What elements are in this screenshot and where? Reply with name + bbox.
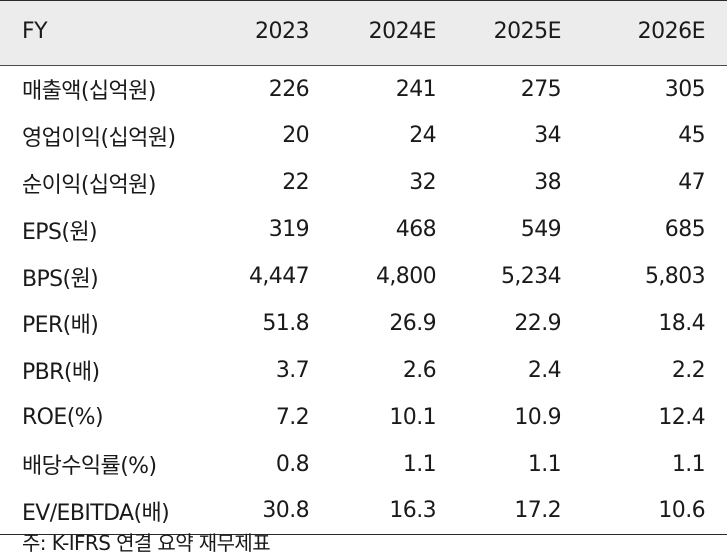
cell-value: 10.1 xyxy=(389,404,436,430)
cell-value: 45 xyxy=(678,123,705,149)
cell-value: 685 xyxy=(664,217,706,243)
cell-value: 2.2 xyxy=(671,357,706,383)
row-label: 영업이익(십억원) xyxy=(22,125,176,151)
cell-value: 468 xyxy=(395,217,437,243)
cell-value: 275 xyxy=(520,76,562,102)
footnote: 주: K-IFRS 연결 요약 재무제표 xyxy=(22,531,271,555)
cell-value: 305 xyxy=(664,76,706,102)
cell-value: 241 xyxy=(395,76,437,102)
row-label: EPS(원) xyxy=(22,219,98,245)
cell-value: 12.4 xyxy=(658,404,705,430)
cell-value: 319 xyxy=(268,217,310,243)
cell-value: 3.7 xyxy=(275,357,310,383)
row-label: EV/EBITDA(배) xyxy=(0,487,225,535)
table-row-operating-profit: 영업이익(십억원) 20 24 34 45 xyxy=(0,112,727,159)
cell-value: 1.1 xyxy=(527,451,562,477)
row-label: 매출액(십억원) xyxy=(22,79,156,105)
table-row-eps: EPS(원) 319 468 549 685 xyxy=(0,206,727,253)
cell-value: 22 xyxy=(282,170,309,196)
header-cell-2025e: 2025E xyxy=(458,0,583,66)
cell-value: 47 xyxy=(678,170,705,196)
cell-value: 51.8 xyxy=(262,310,309,336)
cell-value: 10.6 xyxy=(583,487,727,535)
cell-value: 30.8 xyxy=(225,487,331,535)
cell-value: 24 xyxy=(409,123,436,149)
cell-value: 7.2 xyxy=(275,404,310,430)
table-row-net-income: 순이익(십억원) 22 32 38 47 xyxy=(0,159,727,206)
row-label: 순이익(십억원) xyxy=(22,172,156,198)
table-row-bps: BPS(원) 4,447 4,800 5,234 5,803 xyxy=(0,253,727,300)
cell-value: 5,803 xyxy=(645,264,706,289)
table-row-ev-ebitda: EV/EBITDA(배) 30.8 16.3 17.2 10.6 xyxy=(0,487,727,535)
header-cell-fy: FY xyxy=(0,0,225,66)
cell-value: 4,447 xyxy=(249,264,310,289)
cell-value: 1.1 xyxy=(402,451,437,477)
table-body: 매출액(십억원) 226 241 275 305 영업이익(십억원) 20 24… xyxy=(0,66,727,535)
cell-value: 32 xyxy=(409,170,436,196)
table-row-revenue: 매출액(십억원) 226 241 275 305 xyxy=(0,66,727,113)
row-label: 배당수익률(%) xyxy=(22,454,157,480)
header-cell-2024e: 2024E xyxy=(331,0,458,66)
cell-value: 226 xyxy=(268,76,310,102)
row-label: ROE(%) xyxy=(22,404,104,430)
cell-value: 17.2 xyxy=(458,487,583,535)
cell-value: 4,800 xyxy=(376,264,437,289)
cell-value: 38 xyxy=(534,170,561,196)
header-cell-2026e: 2026E xyxy=(583,0,727,66)
cell-value: 2.4 xyxy=(527,357,562,383)
cell-value: 549 xyxy=(520,217,562,243)
header-row: FY 2023 2024E 2025E 2026E xyxy=(0,0,727,66)
cell-value: 18.4 xyxy=(658,310,705,336)
financial-summary-table-wrapper: FY 2023 2024E 2025E 2026E 매출액(십억원) 226 2… xyxy=(0,0,727,535)
table-row-roe: ROE(%) 7.2 10.1 10.9 12.4 xyxy=(0,394,727,441)
cell-value: 26.9 xyxy=(389,310,436,336)
cell-value: 10.9 xyxy=(514,404,561,430)
cell-value: 0.8 xyxy=(275,451,310,477)
cell-value: 2.6 xyxy=(402,357,437,383)
table-row-dividend-yield: 배당수익률(%) 0.8 1.1 1.1 1.1 xyxy=(0,441,727,488)
cell-value: 34 xyxy=(534,123,561,149)
cell-value: 1.1 xyxy=(671,451,706,477)
financial-summary-table: FY 2023 2024E 2025E 2026E 매출액(십억원) 226 2… xyxy=(0,0,727,535)
row-label: BPS(원) xyxy=(22,266,99,292)
table-header: FY 2023 2024E 2025E 2026E xyxy=(0,0,727,66)
cell-value: 22.9 xyxy=(514,310,561,336)
cell-value: 16.3 xyxy=(331,487,458,535)
row-label: PER(배) xyxy=(22,313,99,339)
row-label: PBR(배) xyxy=(22,360,100,386)
cell-value: 20 xyxy=(282,123,309,149)
table-row-pbr: PBR(배) 3.7 2.6 2.4 2.2 xyxy=(0,347,727,394)
table-row-per: PER(배) 51.8 26.9 22.9 18.4 xyxy=(0,300,727,347)
header-cell-2023: 2023 xyxy=(225,0,331,66)
cell-value: 5,234 xyxy=(501,264,562,289)
